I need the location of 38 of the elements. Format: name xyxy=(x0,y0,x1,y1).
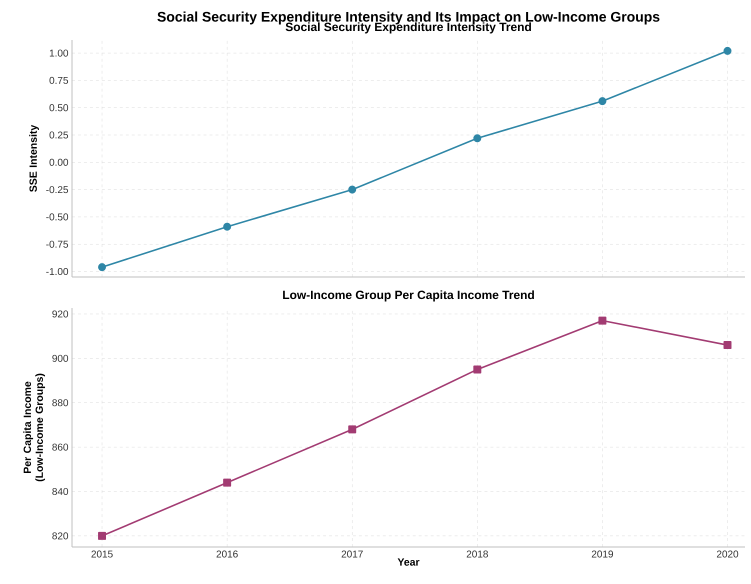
x-axis-title: Year xyxy=(398,558,420,566)
chart-title: Low-Income Group Per Capita Income Trend xyxy=(283,290,534,302)
y-tick-label: 820 xyxy=(52,532,68,540)
y-tick-label: 0.25 xyxy=(49,131,68,139)
x-tick-label: 2015 xyxy=(91,550,113,558)
y-tick-label: 860 xyxy=(52,444,68,451)
x-tick-label: 2018 xyxy=(466,550,488,558)
point xyxy=(98,532,106,540)
chart-subtitle: Social Security Expenditure Intensity Trend xyxy=(286,22,531,34)
x-tick-label: 2016 xyxy=(216,550,238,558)
y-tick-label: 880 xyxy=(52,399,68,406)
point xyxy=(348,425,356,434)
y-axis-title: Per Capita Income (Low-Income Groups) xyxy=(23,374,46,482)
y-tick-label: -0.75 xyxy=(46,240,68,248)
x-tick-label: 2017 xyxy=(342,550,363,558)
point xyxy=(724,46,732,55)
y-axis-title: SSE Intensity xyxy=(29,124,39,192)
y-tick-label: -1.00 xyxy=(46,268,68,276)
y-tick-label: 840 xyxy=(52,488,68,496)
point xyxy=(473,365,482,374)
y-tick-label: 0.50 xyxy=(49,104,68,112)
y-tick-label: 0.00 xyxy=(49,158,68,166)
point xyxy=(473,134,482,142)
x-tick-label: 2019 xyxy=(592,550,614,558)
y-tick-label: 1.00 xyxy=(50,50,68,57)
y-tick-label: -0.25 xyxy=(46,186,68,194)
y-tick-label: 0.75 xyxy=(49,76,68,84)
y-tick-label: 900 xyxy=(52,354,68,362)
y-tick-label: -0.50 xyxy=(46,213,68,220)
point xyxy=(223,222,232,231)
point xyxy=(724,341,732,350)
point xyxy=(223,478,232,487)
point xyxy=(348,186,356,194)
point xyxy=(598,316,606,325)
point xyxy=(98,263,106,272)
point xyxy=(598,97,606,106)
y-tick-label: 920 xyxy=(52,310,68,318)
x-tick-label: 2020 xyxy=(716,550,738,558)
